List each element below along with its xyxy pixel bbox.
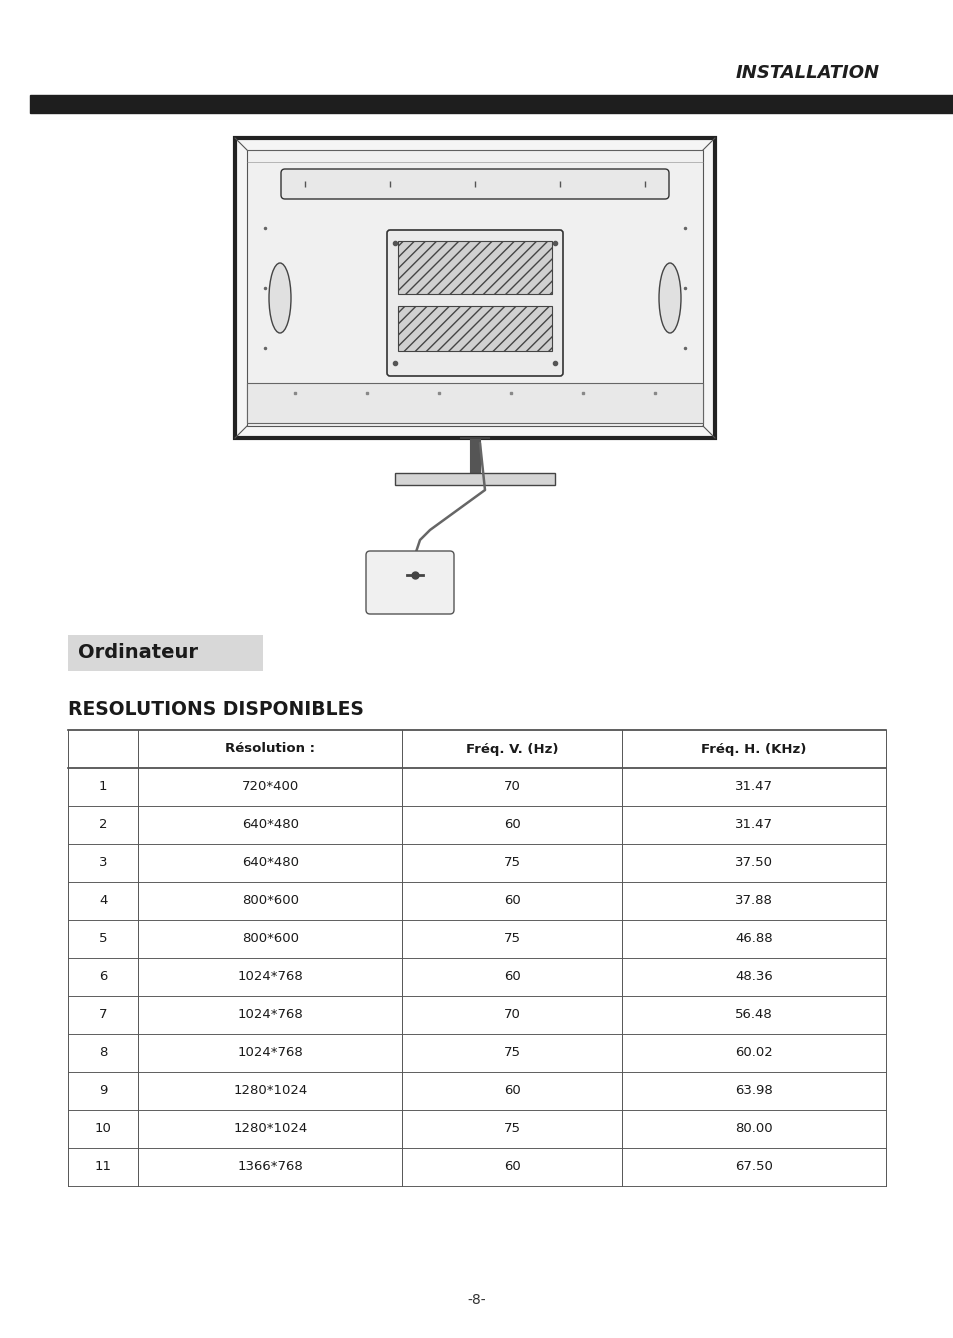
Bar bbox=[247, 150, 702, 425]
Text: 60: 60 bbox=[503, 970, 520, 983]
FancyBboxPatch shape bbox=[366, 551, 454, 614]
Text: 31.47: 31.47 bbox=[735, 780, 772, 793]
Bar bbox=[397, 241, 552, 294]
Bar bbox=[234, 138, 714, 438]
Text: 60: 60 bbox=[503, 819, 520, 831]
Text: 60.02: 60.02 bbox=[735, 1046, 772, 1060]
Text: 67.50: 67.50 bbox=[735, 1160, 772, 1173]
Text: 75: 75 bbox=[503, 1046, 520, 1060]
Text: 60: 60 bbox=[503, 1160, 520, 1173]
Bar bbox=[68, 882, 885, 921]
Text: 1: 1 bbox=[99, 780, 108, 793]
Bar bbox=[68, 1111, 885, 1148]
Text: 60: 60 bbox=[503, 1085, 520, 1097]
Text: 8: 8 bbox=[99, 1046, 108, 1060]
Text: RESOLUTIONS DISPONIBLES: RESOLUTIONS DISPONIBLES bbox=[68, 700, 363, 719]
FancyBboxPatch shape bbox=[68, 636, 263, 670]
Text: 37.88: 37.88 bbox=[735, 895, 772, 907]
Text: 640*480: 640*480 bbox=[241, 819, 298, 831]
Bar bbox=[68, 844, 885, 882]
Text: Fréq. H. (KHz): Fréq. H. (KHz) bbox=[700, 743, 806, 756]
Bar bbox=[68, 1148, 885, 1185]
Bar bbox=[30, 95, 953, 112]
Bar bbox=[68, 768, 885, 805]
Text: 1280*1024: 1280*1024 bbox=[233, 1123, 307, 1136]
Text: 9: 9 bbox=[99, 1085, 108, 1097]
FancyBboxPatch shape bbox=[281, 169, 668, 199]
Text: 2: 2 bbox=[99, 819, 108, 831]
Text: 1280*1024: 1280*1024 bbox=[233, 1085, 307, 1097]
Text: 11: 11 bbox=[94, 1160, 112, 1173]
Text: 1366*768: 1366*768 bbox=[237, 1160, 303, 1173]
Text: 70: 70 bbox=[503, 780, 520, 793]
Text: 7: 7 bbox=[99, 1009, 108, 1021]
Text: 56.48: 56.48 bbox=[735, 1009, 772, 1021]
Text: 75: 75 bbox=[503, 1123, 520, 1136]
Text: 10: 10 bbox=[94, 1123, 112, 1136]
Bar bbox=[68, 958, 885, 995]
Text: 46.88: 46.88 bbox=[735, 933, 772, 946]
Text: 800*600: 800*600 bbox=[241, 933, 298, 946]
Text: 1024*768: 1024*768 bbox=[237, 970, 303, 983]
Bar bbox=[68, 921, 885, 958]
Bar bbox=[395, 474, 555, 484]
Bar bbox=[68, 731, 885, 768]
Ellipse shape bbox=[269, 264, 291, 333]
Text: 75: 75 bbox=[503, 856, 520, 870]
Text: 4: 4 bbox=[99, 895, 108, 907]
Text: 48.36: 48.36 bbox=[735, 970, 772, 983]
Bar bbox=[247, 383, 702, 423]
Text: 5: 5 bbox=[99, 933, 108, 946]
Text: 3: 3 bbox=[99, 856, 108, 870]
Text: 1024*768: 1024*768 bbox=[237, 1009, 303, 1021]
Text: Fréq. V. (Hz): Fréq. V. (Hz) bbox=[465, 743, 558, 756]
Text: 1024*768: 1024*768 bbox=[237, 1046, 303, 1060]
Text: 70: 70 bbox=[503, 1009, 520, 1021]
Text: 60: 60 bbox=[503, 895, 520, 907]
Text: 720*400: 720*400 bbox=[241, 780, 298, 793]
Text: 800*600: 800*600 bbox=[241, 895, 298, 907]
Text: 63.98: 63.98 bbox=[735, 1085, 772, 1097]
Text: 640*480: 640*480 bbox=[241, 856, 298, 870]
Text: 75: 75 bbox=[503, 933, 520, 946]
Ellipse shape bbox=[659, 264, 680, 333]
Bar bbox=[68, 1072, 885, 1111]
Text: -8-: -8- bbox=[467, 1293, 486, 1307]
FancyBboxPatch shape bbox=[387, 230, 562, 376]
Bar bbox=[397, 306, 552, 351]
Text: 31.47: 31.47 bbox=[735, 819, 772, 831]
Text: Résolution :: Résolution : bbox=[225, 743, 315, 756]
Text: Ordinateur: Ordinateur bbox=[78, 644, 198, 662]
Text: INSTALLATION: INSTALLATION bbox=[735, 64, 879, 82]
Text: 6: 6 bbox=[99, 970, 108, 983]
Bar bbox=[68, 1034, 885, 1072]
Bar bbox=[68, 805, 885, 844]
Text: 37.50: 37.50 bbox=[735, 856, 772, 870]
Text: 80.00: 80.00 bbox=[735, 1123, 772, 1136]
Bar bbox=[68, 995, 885, 1034]
